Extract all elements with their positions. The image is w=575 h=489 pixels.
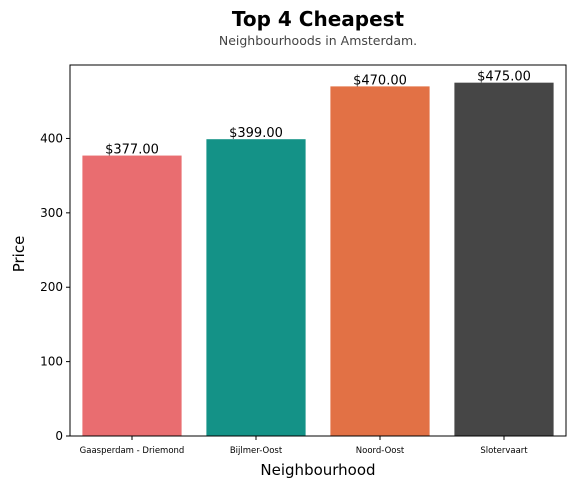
- data-label: $377.00: [105, 143, 159, 158]
- chart-subtitle: Neighbourhoods in Amsterdam.: [219, 33, 417, 48]
- data-label: $470.00: [353, 73, 407, 88]
- y-tick-label: 300: [40, 206, 63, 220]
- y-tick-label: 400: [40, 131, 63, 145]
- x-tick-label: Noord-Oost: [356, 446, 405, 456]
- x-tick-label: Slotervaart: [480, 446, 528, 456]
- bar: [206, 139, 306, 436]
- y-axis-title: Price: [10, 236, 28, 273]
- data-label: $399.00: [229, 126, 283, 141]
- bar: [330, 86, 430, 437]
- plot-frame: [69, 64, 567, 437]
- y-tick-label: 200: [40, 280, 63, 294]
- x-tick-label: Gaasperdam - Driemond: [80, 446, 185, 456]
- x-tick-label: Bijlmer-Oost: [230, 446, 283, 456]
- chart-title: Top 4 Cheapest: [232, 7, 405, 31]
- plot-area: $377.00 Gaasperdam - Driemond $399.00 Bijlm…: [40, 64, 567, 456]
- data-label: $475.00: [477, 70, 531, 85]
- y-tick-label: 100: [40, 355, 63, 369]
- x-axis-title: Neighbourhood: [260, 461, 375, 479]
- bar: [454, 82, 554, 437]
- y-tick-label: 0: [55, 429, 63, 443]
- bar: [82, 155, 182, 436]
